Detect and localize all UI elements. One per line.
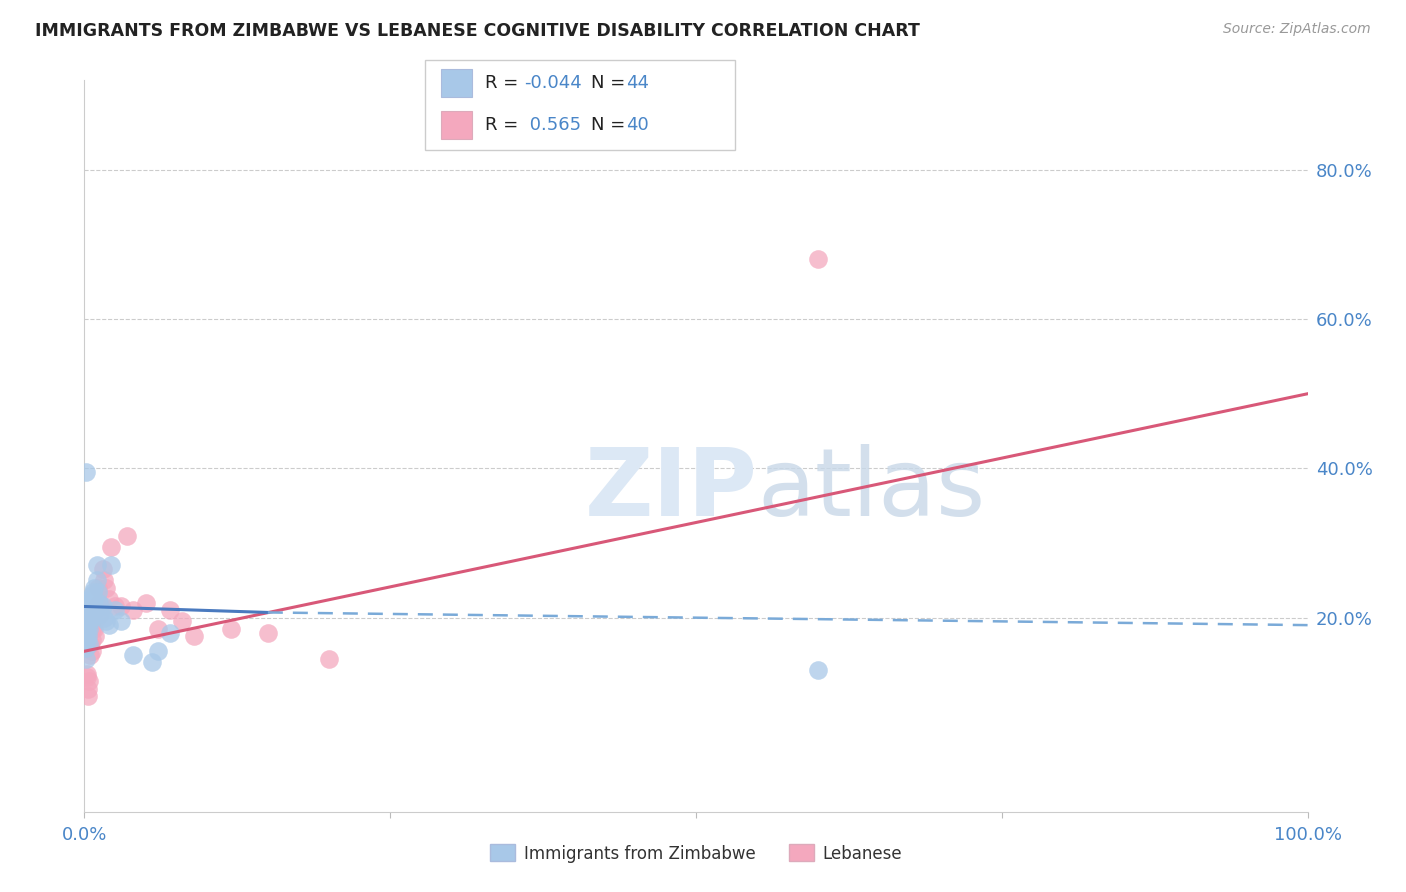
Point [159,625,181,640]
Point [257,625,280,640]
Point [76,666,98,681]
Point [89,607,111,621]
Point [77,625,100,640]
Point [77,681,100,696]
Point [172,615,194,629]
Point [100,558,122,573]
Point [135,596,157,610]
Point [82,603,104,617]
Point [146,622,169,636]
Point [77,629,100,643]
Point [77,618,100,632]
Point [807,252,830,267]
Point [86,574,108,588]
Point [79,637,101,651]
Point [76,615,98,629]
Point [80,599,103,614]
Point [96,615,118,629]
Point [84,629,107,643]
Point [86,610,108,624]
Point [87,596,110,610]
Point [80,644,103,658]
Text: atlas: atlas [758,444,986,536]
Text: R =: R = [485,74,524,92]
Text: R =: R = [485,116,524,134]
Point [115,528,138,542]
Point [80,610,103,624]
Point [77,610,100,624]
Point [110,599,132,614]
Point [89,607,111,621]
Point [87,584,110,599]
Legend: Immigrants from Zimbabwe, Lebanese: Immigrants from Zimbabwe, Lebanese [484,838,908,869]
Point [86,558,108,573]
Point [87,596,110,610]
Point [80,588,103,602]
Point [97,618,120,632]
Point [219,622,242,636]
Text: 0.565: 0.565 [524,116,582,134]
Point [84,603,107,617]
Point [75,640,97,655]
Point [80,622,103,636]
Text: 40: 40 [626,116,648,134]
Point [122,603,145,617]
Point [83,592,105,607]
Text: -0.044: -0.044 [524,74,582,92]
Point [97,592,120,607]
Point [77,622,100,636]
Point [80,633,103,648]
Point [76,603,98,617]
Point [122,648,145,662]
Point [77,599,100,614]
Point [76,670,98,684]
Point [82,615,104,629]
Point [77,674,100,689]
Text: ZIP: ZIP [585,444,758,536]
Text: Source: ZipAtlas.com: Source: ZipAtlas.com [1223,22,1371,37]
Point [77,689,100,703]
Point [104,599,127,614]
Point [79,648,101,662]
Text: N =: N = [591,74,630,92]
Point [93,610,115,624]
Point [91,562,114,576]
Point [75,629,97,643]
Point [82,596,104,610]
Point [91,599,114,614]
Point [77,637,100,651]
Point [807,663,830,677]
Point [100,540,122,554]
Point [77,615,100,629]
Point [159,603,181,617]
Point [87,581,110,595]
Point [76,633,98,648]
Text: N =: N = [591,116,630,134]
Point [86,599,108,614]
Text: 44: 44 [626,74,648,92]
Point [183,629,205,643]
Point [79,592,101,607]
Point [77,596,100,610]
Point [83,581,105,595]
Point [83,610,105,624]
Text: IMMIGRANTS FROM ZIMBABWE VS LEBANESE COGNITIVE DISABILITY CORRELATION CHART: IMMIGRANTS FROM ZIMBABWE VS LEBANESE COG… [35,22,920,40]
Point [83,622,105,636]
Point [146,644,169,658]
Point [76,622,98,636]
Point [318,651,340,665]
Point [110,615,132,629]
Point [79,615,101,629]
Point [82,584,104,599]
Point [141,656,163,670]
Point [79,603,101,617]
Point [75,465,97,479]
Point [104,603,127,617]
Point [93,574,115,588]
Point [75,651,97,665]
Point [77,607,100,621]
Point [96,581,118,595]
